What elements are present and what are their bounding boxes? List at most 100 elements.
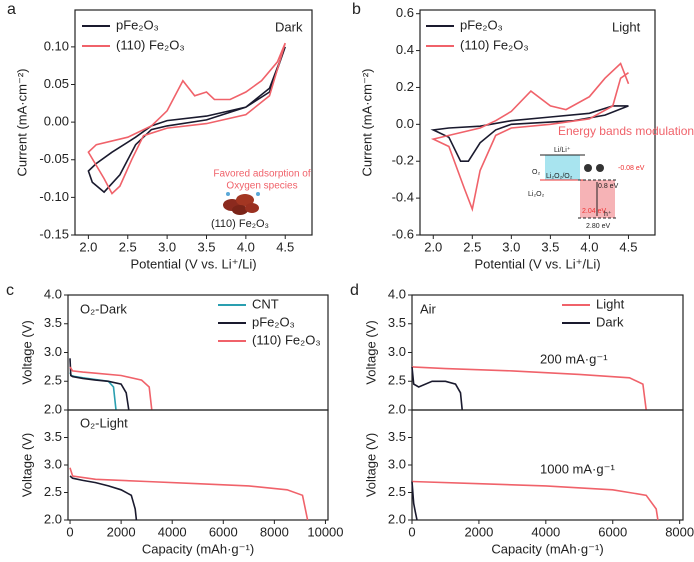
series-line bbox=[69, 467, 309, 521]
series-line bbox=[411, 480, 659, 521]
annotation: h⁺ bbox=[604, 210, 612, 218]
x-axis-label: Potential (V vs. Li⁺/Li) bbox=[130, 256, 256, 271]
annotation: (110) Fe₂O₃ bbox=[211, 218, 269, 230]
annotation: Favored adsorption of bbox=[213, 169, 311, 180]
y-tick-label: 0.10 bbox=[44, 38, 69, 53]
x-tick-label: 4000 bbox=[158, 524, 187, 539]
y-tick-label: 3.5 bbox=[388, 429, 406, 444]
y-tick-label: 0.00 bbox=[44, 114, 69, 129]
y-tick-label: -0.10 bbox=[39, 189, 69, 204]
x-tick-label: 6000 bbox=[209, 524, 238, 539]
x-tick-label: 4.0 bbox=[237, 239, 255, 254]
y-tick-label: 3.0 bbox=[44, 344, 62, 359]
y-tick-label: 2.0 bbox=[44, 401, 62, 416]
annotation: 0.8 eV bbox=[598, 183, 619, 190]
annotation: Dark bbox=[275, 19, 303, 34]
x-tick-label: 2.0 bbox=[79, 239, 97, 254]
x-tick-label: 3.0 bbox=[158, 239, 176, 254]
series-line bbox=[430, 105, 629, 162]
y-tick-label: 2.5 bbox=[44, 484, 62, 499]
particle-illustration bbox=[223, 192, 260, 215]
x-tick-label: 4.5 bbox=[276, 239, 294, 254]
y-tick-label: 2.5 bbox=[388, 373, 406, 388]
y-tick-label: 3.5 bbox=[44, 315, 62, 330]
annotation: 1000 mA·g⁻¹ bbox=[540, 461, 615, 476]
legend-label: (110) Fe₂O₃ bbox=[116, 37, 185, 52]
legend-label: CNT bbox=[252, 296, 279, 311]
y-tick-label: 0.0 bbox=[396, 116, 414, 131]
x-tick-label: 4000 bbox=[531, 524, 560, 539]
series-line bbox=[411, 366, 463, 411]
y-tick-label: 0.05 bbox=[44, 76, 69, 91]
legend-label: (110) Fe₂O₃ bbox=[460, 37, 529, 52]
annotation: -0.08 eV bbox=[618, 165, 645, 172]
y-tick-label: 3.5 bbox=[388, 315, 406, 330]
y-tick-label: -0.15 bbox=[39, 226, 69, 241]
legend-label: pFe₂O₃ bbox=[116, 17, 159, 32]
x-tick-label: 4.0 bbox=[580, 239, 598, 254]
x-tick-label: 10000 bbox=[307, 524, 343, 539]
x-tick-label: 2.5 bbox=[119, 239, 137, 254]
y-tick-label: 2.0 bbox=[388, 511, 406, 526]
x-tick-label: 3.0 bbox=[502, 239, 520, 254]
annotation: 2.04 eV bbox=[582, 208, 606, 215]
x-axis-label: Capacity (mAh·g⁻¹) bbox=[142, 541, 254, 556]
annotation: 200 mA·g⁻¹ bbox=[540, 351, 608, 366]
y-axis-label: Voltage (V) bbox=[19, 433, 34, 497]
plot-frame bbox=[419, 9, 656, 236]
y-axis-label: Current (mA·cm⁻²) bbox=[14, 69, 29, 177]
series-line bbox=[87, 46, 286, 194]
y-axis-label: Voltage (V) bbox=[363, 433, 378, 497]
x-axis-label: Capacity (mAh·g⁻¹) bbox=[491, 541, 603, 556]
y-axis-label: Current (mA·cm⁻²) bbox=[359, 69, 374, 177]
x-tick-label: 3.5 bbox=[541, 239, 559, 254]
legend-label: pFe₂O₃ bbox=[252, 314, 295, 329]
x-axis-label: Potential (V vs. Li⁺/Li) bbox=[474, 256, 600, 271]
annotation: O₂-Light bbox=[80, 415, 128, 430]
legend-label: pFe₂O₃ bbox=[460, 17, 503, 32]
y-tick-label: 4.0 bbox=[388, 286, 406, 301]
annotation: O₂-Dark bbox=[80, 301, 127, 316]
y-tick-label: 4.0 bbox=[44, 286, 62, 301]
x-tick-label: 4.5 bbox=[619, 239, 637, 254]
x-tick-label: 8000 bbox=[260, 524, 289, 539]
annotation: 2.80 eV bbox=[586, 223, 610, 230]
x-tick-label: 0 bbox=[66, 524, 73, 539]
legend-label: Dark bbox=[596, 314, 624, 329]
x-tick-label: 2000 bbox=[107, 524, 136, 539]
y-tick-label: 2.0 bbox=[44, 511, 62, 526]
panel-label: b bbox=[352, 1, 361, 18]
y-tick-label: -0.6 bbox=[392, 226, 414, 241]
series-line bbox=[69, 358, 130, 411]
y-tick-label: -0.2 bbox=[392, 153, 414, 168]
annotation: Li/Li⁺ bbox=[554, 146, 571, 154]
y-tick-label: 2.0 bbox=[388, 401, 406, 416]
energy-diagram bbox=[540, 154, 618, 219]
y-tick-label: -0.4 bbox=[392, 190, 414, 205]
y-tick-label: 0.4 bbox=[396, 42, 414, 57]
series-line bbox=[411, 481, 418, 521]
annotation: O₂ bbox=[532, 169, 540, 176]
x-tick-label: 2.5 bbox=[463, 239, 481, 254]
series-line bbox=[430, 62, 630, 213]
series-line bbox=[69, 372, 117, 411]
legend-label: Light bbox=[596, 296, 625, 311]
y-tick-label: 2.5 bbox=[388, 484, 406, 499]
y-tick-label: 3.5 bbox=[44, 429, 62, 444]
y-tick-label: 3.0 bbox=[388, 456, 406, 471]
annotation: Li₂O₂ bbox=[528, 191, 545, 198]
x-tick-label: 2.0 bbox=[424, 239, 442, 254]
series-line bbox=[69, 366, 153, 411]
x-tick-label: 6000 bbox=[598, 524, 627, 539]
x-tick-label: 3.5 bbox=[197, 239, 215, 254]
panel-label: d bbox=[350, 282, 359, 299]
annotation: Oxygen species bbox=[226, 181, 297, 192]
annotation: Li₂O₂/O₂ bbox=[546, 173, 573, 180]
panel-label: c bbox=[6, 282, 14, 299]
y-tick-label: 3.0 bbox=[44, 456, 62, 471]
y-axis-label: Voltage (V) bbox=[19, 320, 34, 384]
y-axis-label: Voltage (V) bbox=[363, 320, 378, 384]
y-tick-label: 0.6 bbox=[396, 5, 414, 20]
series-line bbox=[87, 42, 286, 195]
